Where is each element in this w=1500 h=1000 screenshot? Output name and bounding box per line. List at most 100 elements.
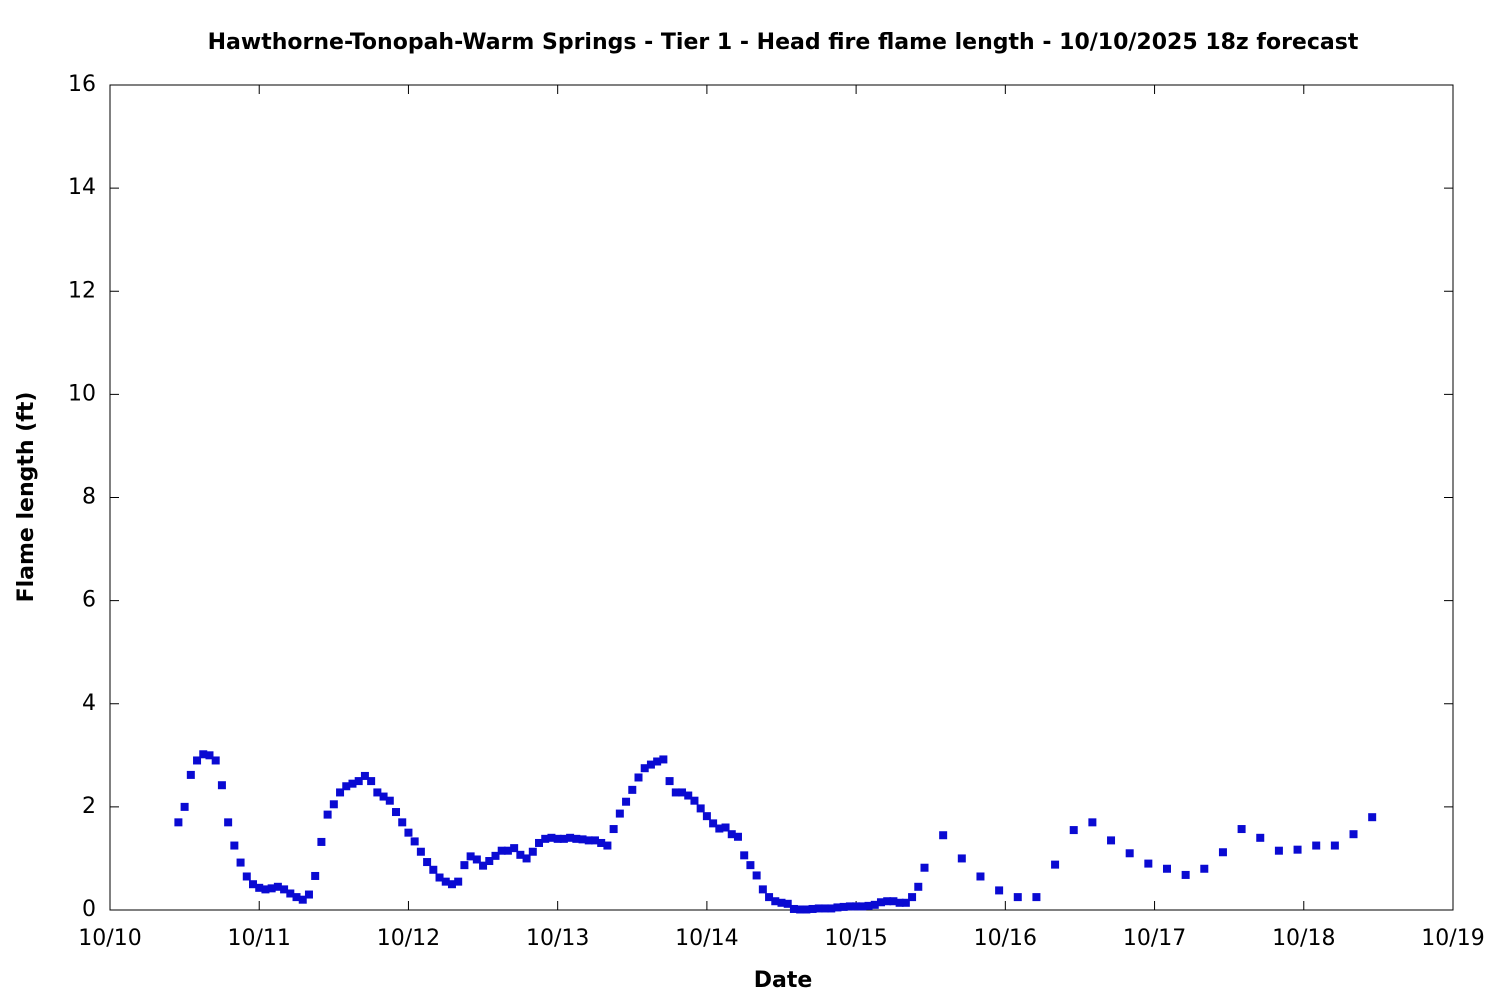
y-tick-label: 10 [68,381,96,406]
point [833,903,842,912]
point [870,900,879,909]
point [360,771,369,780]
point [385,796,394,805]
point [566,833,575,842]
point [1349,830,1358,839]
point [435,873,444,882]
point [174,818,183,827]
point [510,844,519,853]
point [845,902,854,911]
point [1162,864,1171,873]
point [479,861,488,870]
chart-title: Hawthorne-Tonopah-Warm Springs - Tier 1 … [208,30,1359,55]
point [622,797,631,806]
point [255,883,264,892]
point [895,898,904,907]
point [379,792,388,801]
point [876,898,885,907]
point [1293,845,1302,854]
point [914,882,923,891]
point [273,882,282,891]
point [1032,893,1041,902]
x-tick-label: 10/18 [1272,926,1335,951]
x-axis-label: Date [754,968,813,993]
point [199,750,208,759]
point [727,830,736,839]
point [454,877,463,886]
point [733,832,742,841]
point [392,808,401,817]
point [646,760,655,769]
point [821,904,830,913]
point [578,835,587,844]
point [920,863,929,872]
point [205,751,214,760]
point [491,851,500,860]
point [342,782,351,791]
point [702,812,711,821]
point [304,890,313,899]
point [740,851,749,860]
point [1088,818,1097,827]
point [709,819,718,828]
point [634,773,643,782]
point [541,834,550,843]
point [267,884,276,893]
point [1237,825,1246,834]
point [640,764,649,773]
point [373,788,382,797]
point [249,880,258,889]
point [690,796,699,805]
point [603,841,612,850]
point [559,834,568,843]
y-tick-label: 6 [82,588,96,613]
point [261,885,270,894]
point [528,847,537,856]
point [796,905,805,914]
x-tick-label: 10/15 [824,926,887,951]
x-tick-label: 10/19 [1421,926,1484,951]
point [802,905,811,914]
x-tick-label: 10/12 [377,926,440,951]
point [516,850,525,859]
point [1274,846,1283,855]
point [827,904,836,913]
x-tick-label: 10/13 [526,926,589,951]
point [597,838,606,847]
point [858,902,867,911]
point [236,858,245,867]
point [416,847,425,856]
point [957,854,966,863]
point [547,833,556,842]
point [1013,893,1022,902]
point [628,785,637,794]
point [808,904,817,913]
point [410,837,419,846]
point [653,757,662,766]
y-tick-label: 12 [68,278,96,303]
point [354,777,363,786]
y-tick-label: 4 [82,691,96,716]
point [367,777,376,786]
point [292,893,301,902]
x-tick-label: 10/10 [78,926,141,951]
point [1144,859,1153,868]
plot-frame [109,84,1454,911]
y-tick-label: 14 [68,175,96,200]
point [883,897,892,906]
point [752,871,761,880]
point [398,818,407,827]
point [765,893,774,902]
point [217,781,226,790]
point [1218,848,1227,857]
point [535,838,544,847]
point [746,861,755,870]
point [348,779,357,788]
point [180,802,189,811]
point [1368,813,1377,822]
point [609,825,618,834]
point [423,858,432,867]
point [590,836,599,845]
point [317,837,326,846]
